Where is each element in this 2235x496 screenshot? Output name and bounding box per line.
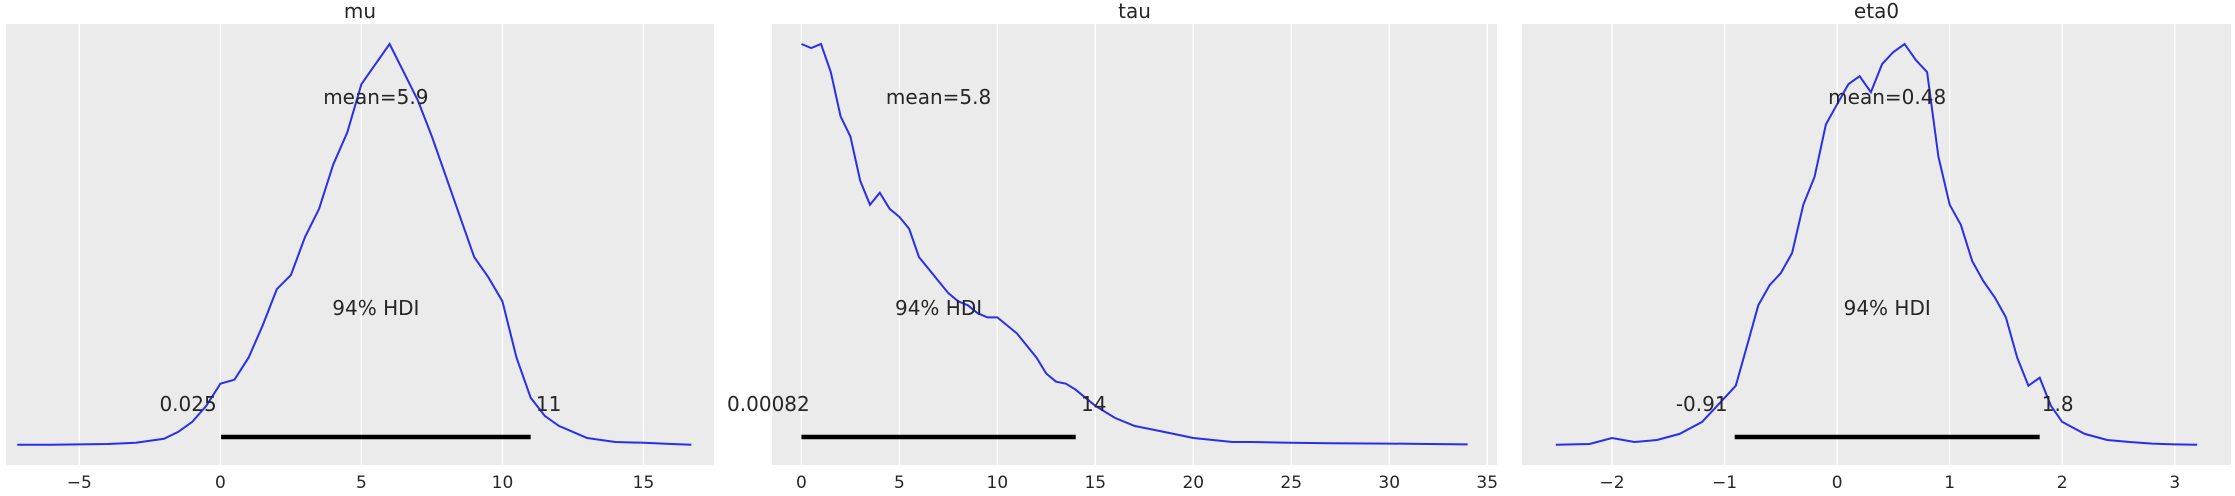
x-tick-label: 3 [2169, 473, 2180, 493]
x-tick-label: 1 [1944, 473, 1955, 493]
x-tick-label: 10 [492, 473, 514, 493]
x-tick-label: 25 [1280, 473, 1302, 493]
mean-label: mean=5.9 [323, 85, 428, 109]
x-tick-label: 20 [1182, 473, 1204, 493]
x-tick-label: 30 [1378, 473, 1400, 493]
panel-tau: 0 5 10 15 20 25 30 35 mean=5.8 94% HDI 0.00082 14 ta… [727, 0, 1498, 493]
hdi-low-label: 0.00082 [727, 392, 810, 416]
hdi-high-label: 11 [536, 392, 561, 416]
x-tick-label: 5 [356, 473, 367, 493]
hdi-low-label: -0.91 [1676, 392, 1728, 416]
panel-mu: −5 0 5 10 15 mean=5.9 94% HDI 0.025 11 mu [6, 0, 714, 493]
hdi-label: 94% HDI [1844, 296, 1931, 320]
density-curve [1555, 42, 2198, 446]
x-tick-label: 2 [2057, 473, 2068, 493]
plot-area [6, 24, 714, 465]
x-tick-label: −2 [1600, 473, 1625, 493]
density-curve [17, 42, 692, 446]
hdi-high-label: 14 [1081, 392, 1106, 416]
x-tick-label: 10 [987, 473, 1009, 493]
mean-label: mean=0.48 [1828, 85, 1946, 109]
x-tick-label: 0 [1832, 473, 1843, 493]
panel-title: mu [344, 0, 376, 23]
x-tick-label: 0 [215, 473, 226, 493]
x-tick-label: −1 [1712, 473, 1737, 493]
x-tick-label: 15 [1084, 473, 1106, 493]
hdi-low-label: 0.025 [159, 392, 216, 416]
x-tick-label: 15 [633, 473, 655, 493]
plot-area [1522, 24, 2231, 465]
x-tick-label: 0 [796, 473, 807, 493]
x-tick-label: 5 [894, 473, 905, 493]
panel-title: eta0 [1854, 0, 1899, 23]
plot-area [772, 24, 1497, 465]
panel-title: tau [1118, 0, 1151, 23]
panel-eta0: −2 −1 0 1 2 3 mean=0.48 94% HDI -0.91 1.8 eta0 [1522, 0, 2231, 493]
x-tick-label: 35 [1476, 473, 1498, 493]
hdi-label: 94% HDI [895, 296, 982, 320]
x-tick-label: −5 [67, 473, 92, 493]
mean-label: mean=5.8 [886, 85, 991, 109]
hdi-label: 94% HDI [332, 296, 419, 320]
density-curve [801, 42, 1468, 446]
hdi-high-label: 1.8 [2042, 392, 2074, 416]
